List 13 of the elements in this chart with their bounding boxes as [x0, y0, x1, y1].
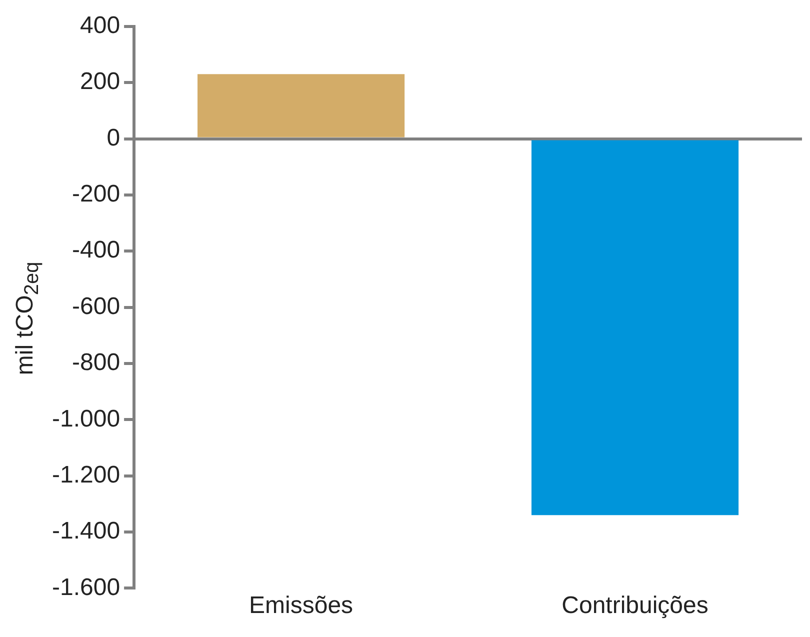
y-tick-label: -200: [72, 180, 120, 208]
y-tick-label: -1.000: [52, 405, 120, 432]
y-tick-label: 200: [80, 68, 120, 96]
y-tick-label: -400: [72, 236, 120, 264]
y-tick-label: -1.400: [52, 518, 120, 545]
y-tick-label: 0: [106, 124, 120, 152]
x-tick-label: Contribuições: [562, 592, 708, 620]
y-tick-label: 400: [80, 12, 120, 40]
x-tick-label: Emissões: [249, 592, 354, 620]
y-tick-label: -800: [72, 349, 120, 376]
y-tick-label: -1.600: [52, 574, 120, 601]
y-tick-label: -600: [72, 292, 120, 320]
y-tick-label: -1.200: [52, 461, 120, 488]
